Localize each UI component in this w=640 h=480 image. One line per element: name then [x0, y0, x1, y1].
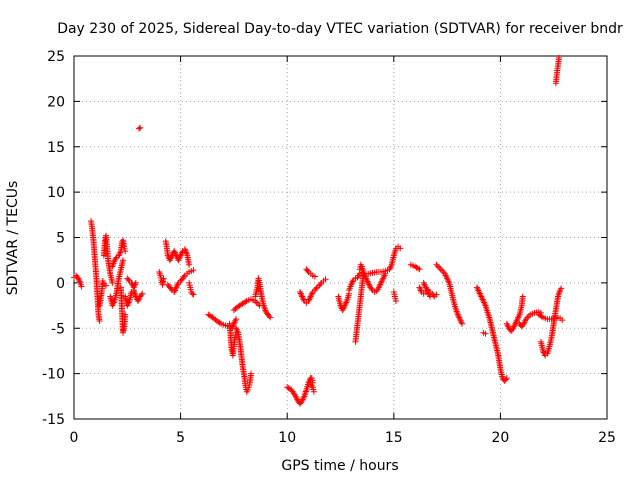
data-point — [189, 290, 196, 297]
data-point — [397, 245, 404, 252]
data-point — [117, 249, 124, 256]
data-point — [190, 291, 197, 298]
data-point — [436, 264, 443, 271]
data-point — [311, 273, 318, 280]
data-point — [459, 320, 466, 327]
data-point — [137, 124, 144, 131]
data-point — [414, 265, 421, 272]
data-point — [519, 293, 526, 300]
data-point — [387, 263, 394, 270]
y-tick-label: 15 — [47, 140, 65, 156]
data-point — [433, 261, 440, 268]
data-point — [559, 317, 566, 324]
data-point — [216, 319, 223, 326]
data-point — [262, 307, 269, 314]
data-point — [247, 370, 254, 377]
data-point — [136, 125, 143, 132]
data-point — [109, 279, 116, 286]
x-tick-label: 0 — [70, 430, 79, 446]
data-point — [180, 273, 187, 280]
y-axis-label: SDTVAR / TECUs — [5, 181, 21, 296]
data-point — [110, 258, 117, 265]
data-point — [304, 267, 311, 274]
plot-frame — [73, 55, 608, 420]
data-point — [317, 281, 324, 288]
data-point — [122, 248, 129, 255]
data-point — [555, 291, 562, 298]
data-point — [125, 276, 132, 283]
data-point — [233, 316, 240, 323]
data-point — [261, 304, 268, 311]
y-tick-label: 20 — [47, 94, 65, 110]
axis-ticks: 0 5 10 15 20 25 -15 -10 -5 0 5 10 15 20 25 — [42, 49, 616, 446]
data-point — [417, 287, 424, 294]
data-point — [556, 288, 563, 295]
x-tick-label: 10 — [278, 430, 296, 446]
y-tick-label: 0 — [56, 276, 65, 292]
data-point — [416, 266, 423, 273]
x-tick-label: 15 — [385, 430, 403, 446]
data-point — [160, 275, 167, 282]
data-point — [503, 375, 510, 382]
data-point — [96, 317, 103, 324]
data-point — [308, 382, 315, 389]
data-point — [392, 298, 399, 305]
y-tick-label: -10 — [42, 367, 65, 383]
x-tick-label: 25 — [598, 430, 616, 446]
data-point — [112, 255, 119, 262]
data-point — [427, 293, 434, 300]
data-point — [120, 257, 127, 264]
chart-title: Day 230 of 2025, Sidereal Day-to-day VTE… — [57, 21, 623, 37]
data-point — [439, 267, 446, 274]
data-point — [102, 282, 109, 289]
data-point — [266, 312, 273, 319]
data-point — [310, 388, 317, 395]
y-tick-label: 25 — [47, 49, 65, 65]
data-point — [132, 279, 139, 286]
data-point — [99, 278, 106, 285]
data-point — [302, 388, 309, 395]
data-point — [242, 298, 249, 305]
data-point — [482, 330, 489, 337]
data-point — [558, 285, 565, 292]
data-point — [78, 283, 85, 290]
data-point — [417, 285, 424, 292]
data-point — [348, 280, 355, 287]
y-tick-label: -5 — [51, 321, 65, 337]
data-point — [322, 276, 329, 283]
data-point — [139, 290, 146, 297]
y-tick-label: 5 — [56, 231, 65, 247]
grid-lines — [74, 56, 607, 419]
x-tick-label: 5 — [176, 430, 185, 446]
data-points — [71, 54, 566, 407]
data-point — [138, 292, 145, 299]
y-tick-label: -15 — [42, 412, 65, 428]
data-point — [556, 54, 563, 61]
data-point — [122, 311, 129, 318]
data-point — [312, 285, 319, 292]
data-point — [186, 261, 193, 268]
x-axis-label: GPS time / hours — [281, 458, 398, 474]
data-point — [267, 314, 274, 321]
data-point — [453, 306, 460, 313]
data-point — [434, 263, 441, 270]
x-tick-label: 20 — [491, 430, 509, 446]
data-point — [190, 267, 197, 274]
data-point — [502, 376, 509, 383]
data-point — [368, 285, 375, 292]
data-point — [244, 386, 251, 393]
data-point — [433, 291, 440, 298]
data-point — [437, 266, 444, 273]
data-point — [538, 313, 545, 320]
y-tick-label: 10 — [47, 185, 65, 201]
